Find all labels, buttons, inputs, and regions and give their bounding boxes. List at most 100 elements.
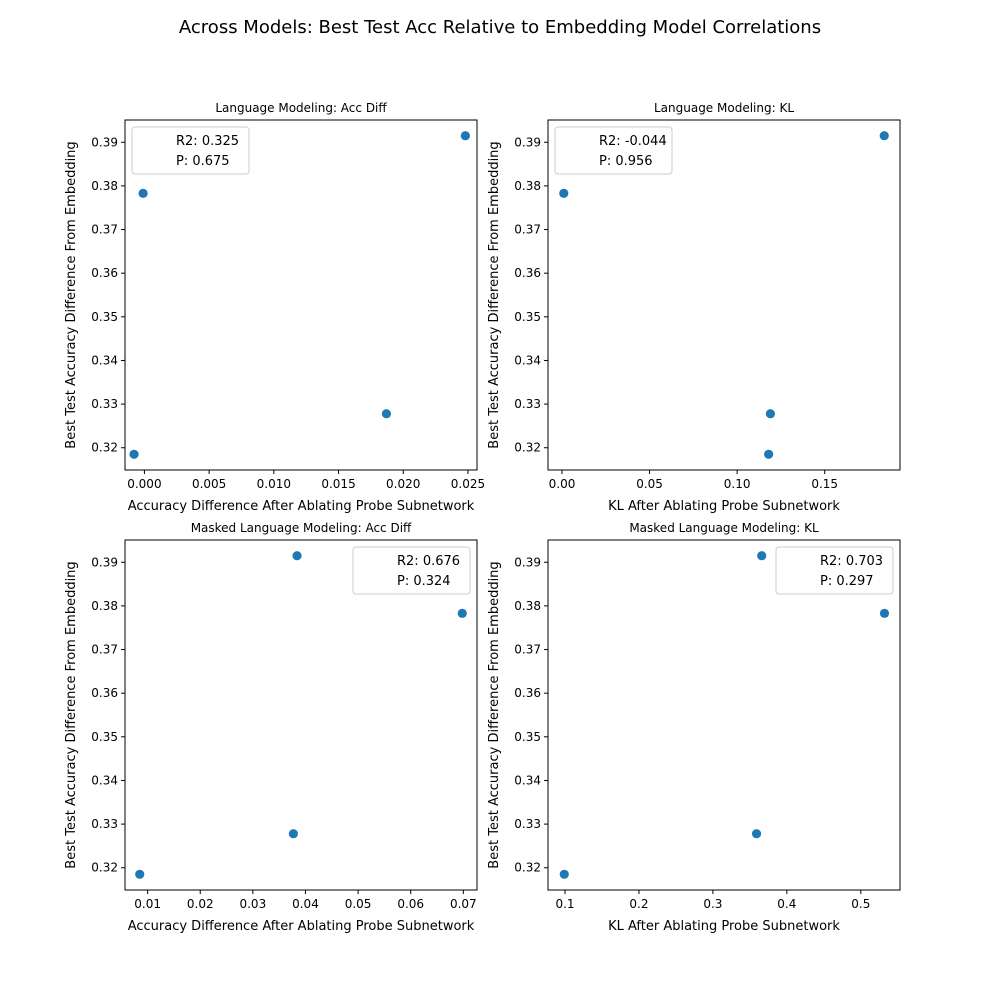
y-axis-label: Best Test Accuracy Difference From Embed… bbox=[64, 141, 79, 448]
y-tick-label: 0.32 bbox=[91, 441, 118, 455]
legend-entry: P: 0.956 bbox=[599, 154, 653, 169]
legend-entry: R2: 0.676 bbox=[397, 554, 460, 569]
x-tick-label: 0.005 bbox=[192, 477, 226, 491]
data-point bbox=[288, 829, 298, 839]
data-point bbox=[138, 188, 148, 198]
y-tick-label: 0.38 bbox=[91, 179, 118, 193]
legend: R2: 0.703 P: 0.297 bbox=[775, 546, 894, 595]
y-tick-label: 0.35 bbox=[91, 310, 118, 324]
legend: R2: 0.676 P: 0.324 bbox=[352, 546, 471, 595]
data-point bbox=[757, 551, 767, 561]
x-tick-label: 0.00 bbox=[549, 477, 576, 491]
legend-entry: R2: 0.703 bbox=[820, 554, 883, 569]
x-tick-label: 0.15 bbox=[811, 477, 838, 491]
y-tick-label: 0.39 bbox=[514, 135, 541, 149]
figure-suptitle: Across Models: Best Test Acc Relative to… bbox=[178, 17, 822, 38]
y-tick-label: 0.37 bbox=[91, 223, 118, 237]
axes-frame bbox=[547, 119, 901, 471]
x-tick-label: 0.010 bbox=[257, 477, 291, 491]
x-tick-label: 0.015 bbox=[321, 477, 355, 491]
y-tick-label: 0.34 bbox=[91, 773, 118, 787]
subplot-2: Language Modeling: KL 0.00 0.05 0.10 0.15 0.3… bbox=[487, 101, 901, 514]
data-point bbox=[559, 869, 569, 879]
x-tick-label: 0.05 bbox=[636, 477, 663, 491]
subplot-title: Masked Language Modeling: KL bbox=[629, 521, 819, 535]
x-tick-label: 0.3 bbox=[703, 897, 722, 911]
y-tick-label: 0.36 bbox=[514, 266, 541, 280]
y-tick-label: 0.37 bbox=[514, 643, 541, 657]
subplot-title: Language Modeling: KL bbox=[654, 101, 794, 115]
legend-entry: R2: -0.044 bbox=[599, 134, 667, 149]
legend-box bbox=[775, 546, 894, 595]
legend: R2: 0.325 P: 0.675 bbox=[131, 126, 250, 175]
subplot-1: Language Modeling: Acc Diff 0.000 0.005 0.0… bbox=[64, 101, 485, 514]
legend-box bbox=[352, 546, 471, 595]
y-tick-label: 0.36 bbox=[514, 686, 541, 700]
axes-frame bbox=[547, 539, 901, 891]
data-point bbox=[751, 829, 762, 839]
y-tick-label: 0.32 bbox=[91, 861, 118, 875]
y-axis-label: Best Test Accuracy Difference From Embed… bbox=[487, 561, 502, 868]
x-tick-label: 0.04 bbox=[292, 897, 319, 911]
data-point bbox=[879, 131, 889, 141]
y-tick-label: 0.33 bbox=[514, 397, 541, 411]
x-tick-label: 0.03 bbox=[239, 897, 266, 911]
x-tick-label: 0.02 bbox=[187, 897, 214, 911]
y-tick-label: 0.35 bbox=[91, 730, 118, 744]
subplot-title: Language Modeling: Acc Diff bbox=[215, 101, 387, 115]
axes-frame bbox=[124, 119, 478, 471]
y-tick-label: 0.39 bbox=[91, 135, 118, 149]
legend-entry: P: 0.297 bbox=[820, 574, 874, 589]
y-axis-label: Best Test Accuracy Difference From Embed… bbox=[64, 561, 79, 868]
legend-box bbox=[131, 126, 250, 175]
y-tick-label: 0.37 bbox=[91, 643, 118, 657]
data-point bbox=[764, 449, 774, 459]
x-tick-label: 0.07 bbox=[450, 897, 477, 911]
y-tick-label: 0.34 bbox=[514, 773, 541, 787]
y-tick-label: 0.35 bbox=[514, 310, 541, 324]
subplot-title: Masked Language Modeling: Acc Diff bbox=[191, 521, 412, 535]
y-tick-label: 0.38 bbox=[514, 599, 541, 613]
data-point bbox=[457, 608, 467, 618]
data-point bbox=[292, 551, 302, 561]
legend-box bbox=[554, 126, 673, 175]
legend: R2: -0.044 P: 0.956 bbox=[554, 126, 673, 175]
y-tick-label: 0.33 bbox=[514, 817, 541, 831]
y-tick-label: 0.39 bbox=[91, 555, 118, 569]
y-tick-label: 0.39 bbox=[514, 555, 541, 569]
y-tick-label: 0.32 bbox=[514, 441, 541, 455]
x-axis-label: Accuracy Difference After Ablating Probe… bbox=[128, 919, 475, 934]
data-point bbox=[381, 409, 392, 419]
x-tick-label: 0.10 bbox=[724, 477, 751, 491]
legend-entry: P: 0.324 bbox=[397, 574, 451, 589]
y-tick-label: 0.34 bbox=[514, 353, 541, 367]
data-point bbox=[129, 449, 139, 459]
x-axis-label: Accuracy Difference After Ablating Probe… bbox=[128, 499, 475, 514]
x-axis-label: KL After Ablating Probe Subnetwork bbox=[608, 919, 840, 934]
y-tick-label: 0.34 bbox=[91, 353, 118, 367]
x-tick-label: 0.06 bbox=[397, 897, 424, 911]
x-tick-label: 0.020 bbox=[386, 477, 420, 491]
x-tick-label: 0.1 bbox=[555, 897, 574, 911]
x-tick-label: 0.025 bbox=[451, 477, 485, 491]
y-tick-label: 0.35 bbox=[514, 730, 541, 744]
subplot-4: Masked Language Modeling: KL 0.1 0.2 0.3 0.4… bbox=[487, 521, 901, 934]
data-point bbox=[765, 409, 776, 419]
data-point bbox=[460, 131, 470, 141]
x-tick-label: 0.2 bbox=[629, 897, 648, 911]
x-tick-label: 0.000 bbox=[127, 477, 161, 491]
data-point bbox=[879, 608, 890, 618]
subplot-3: Masked Language Modeling: Acc Diff 0.01 0.… bbox=[64, 521, 478, 934]
x-tick-label: 0.05 bbox=[345, 897, 372, 911]
legend-entry: R2: 0.325 bbox=[176, 134, 239, 149]
y-tick-label: 0.37 bbox=[514, 223, 541, 237]
y-tick-label: 0.38 bbox=[91, 599, 118, 613]
y-tick-label: 0.38 bbox=[514, 179, 541, 193]
data-point bbox=[559, 188, 569, 198]
x-axis-label: KL After Ablating Probe Subnetwork bbox=[608, 499, 840, 514]
axes-frame bbox=[124, 539, 478, 891]
y-tick-label: 0.33 bbox=[91, 397, 118, 411]
x-tick-label: 0.01 bbox=[134, 897, 161, 911]
